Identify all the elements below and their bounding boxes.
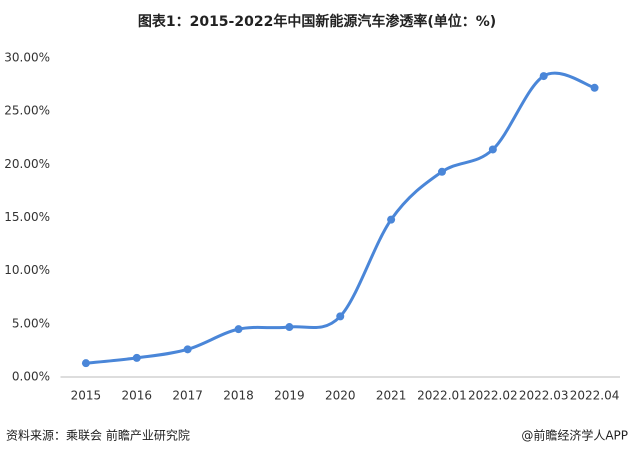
y-tick-label: 0.00% xyxy=(12,370,50,384)
point xyxy=(590,83,599,92)
y-tick-label: 15.00% xyxy=(4,210,50,224)
x-tick-label: 2022.03 xyxy=(519,389,569,403)
x-tick-label: 2021 xyxy=(376,389,407,403)
y-tick-label: 20.00% xyxy=(4,157,50,171)
point xyxy=(488,145,497,154)
point xyxy=(336,312,345,321)
y-tick-label: 30.00% xyxy=(4,51,50,65)
x-tick-label: 2022.04 xyxy=(570,389,620,403)
point xyxy=(132,353,141,362)
y-tick-label: 5.00% xyxy=(12,316,50,330)
x-tick-label: 2018 xyxy=(223,389,254,403)
y-tick-label: 25.00% xyxy=(4,104,50,118)
x-tick-label: 2017 xyxy=(172,389,203,403)
line xyxy=(85,71,596,365)
point xyxy=(437,167,446,176)
source: 资料来源：乘联会 前瞻产业研究院 xyxy=(6,428,190,443)
chart-title: 图表1：2015-2022年中国新能源汽车渗透率(单位：%) xyxy=(138,13,496,30)
x-tick-label: 2019 xyxy=(274,389,305,403)
x-tick-label: 2022.02 xyxy=(468,389,518,403)
point xyxy=(183,345,192,354)
point xyxy=(81,359,90,368)
credit: @前瞻经济学人APP xyxy=(521,428,628,443)
point xyxy=(539,72,548,81)
point xyxy=(387,215,396,224)
point xyxy=(285,323,294,332)
x-tick-label: 2020 xyxy=(325,389,356,403)
x-tick-label: 2015 xyxy=(71,389,102,403)
x-tick-label: 2022.01 xyxy=(417,389,467,403)
y-tick-label: 10.00% xyxy=(4,263,50,277)
x-tick-label: 2016 xyxy=(122,389,153,403)
point xyxy=(234,325,243,334)
